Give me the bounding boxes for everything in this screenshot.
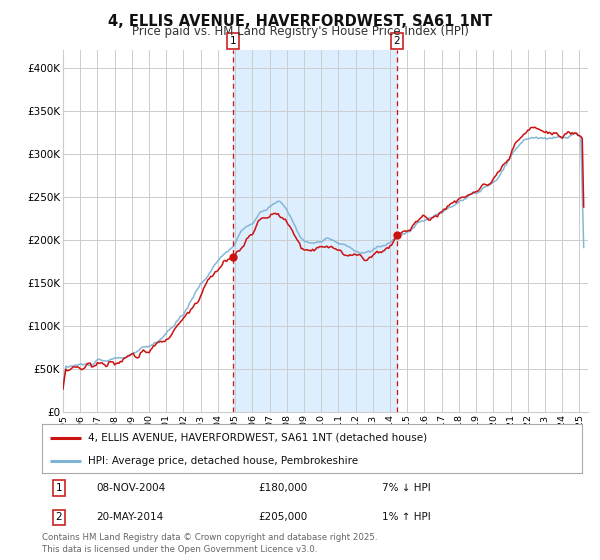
Bar <box>233 50 397 412</box>
Text: Price paid vs. HM Land Registry's House Price Index (HPI): Price paid vs. HM Land Registry's House … <box>131 25 469 38</box>
Text: 4, ELLIS AVENUE, HAVERFORDWEST, SA61 1NT: 4, ELLIS AVENUE, HAVERFORDWEST, SA61 1NT <box>108 14 492 29</box>
Text: 4, ELLIS AVENUE, HAVERFORDWEST, SA61 1NT (detached house): 4, ELLIS AVENUE, HAVERFORDWEST, SA61 1NT… <box>88 433 427 443</box>
Text: 2: 2 <box>56 512 62 522</box>
Text: 7% ↓ HPI: 7% ↓ HPI <box>382 483 431 493</box>
Text: 1% ↑ HPI: 1% ↑ HPI <box>382 512 431 522</box>
Text: £180,000: £180,000 <box>258 483 307 493</box>
Text: 1: 1 <box>229 36 236 46</box>
Text: Contains HM Land Registry data © Crown copyright and database right 2025.
This d: Contains HM Land Registry data © Crown c… <box>42 533 377 554</box>
Text: 2: 2 <box>393 36 400 46</box>
Text: 1: 1 <box>56 483 62 493</box>
Text: HPI: Average price, detached house, Pembrokeshire: HPI: Average price, detached house, Pemb… <box>88 456 358 466</box>
Text: 20-MAY-2014: 20-MAY-2014 <box>96 512 163 522</box>
Text: 08-NOV-2004: 08-NOV-2004 <box>96 483 165 493</box>
Text: £205,000: £205,000 <box>258 512 307 522</box>
